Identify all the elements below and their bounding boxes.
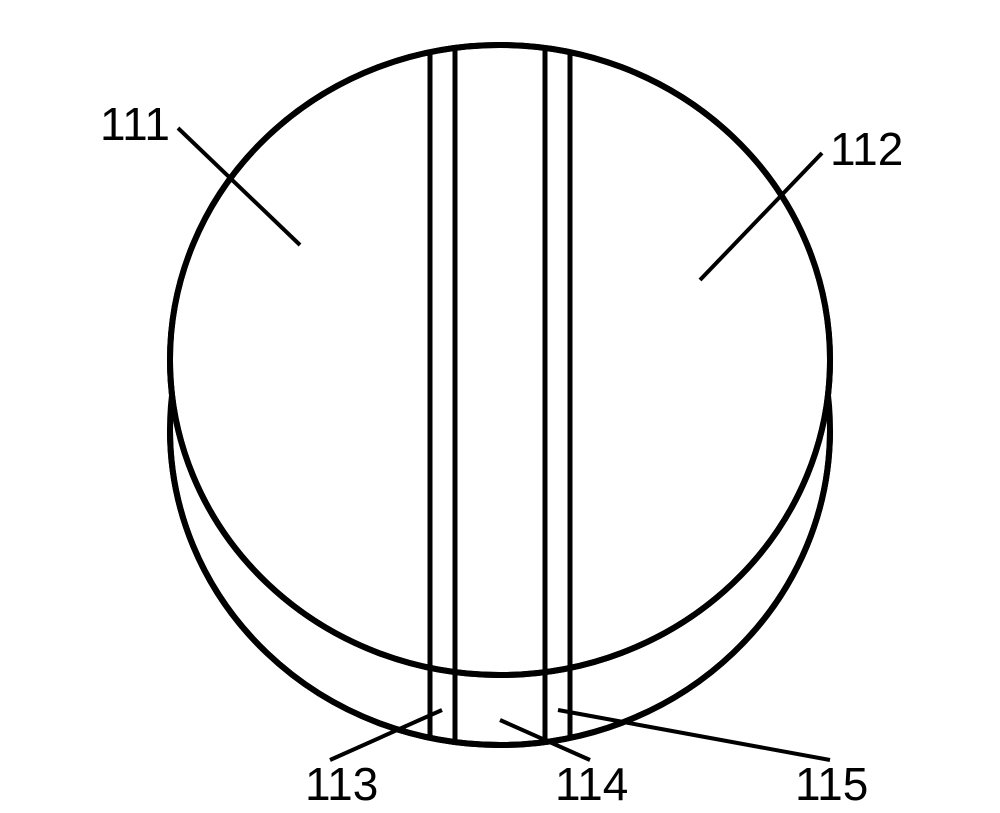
leader-115 bbox=[558, 710, 830, 760]
top-ellipse-fill bbox=[173, 48, 827, 672]
labeled-disc-diagram: 111 112 113 114 115 bbox=[0, 0, 1000, 813]
label-115: 115 bbox=[795, 758, 868, 810]
label-112: 112 bbox=[830, 123, 903, 175]
label-111: 111 bbox=[100, 98, 170, 150]
label-114: 114 bbox=[555, 758, 628, 810]
label-113: 113 bbox=[305, 758, 378, 810]
